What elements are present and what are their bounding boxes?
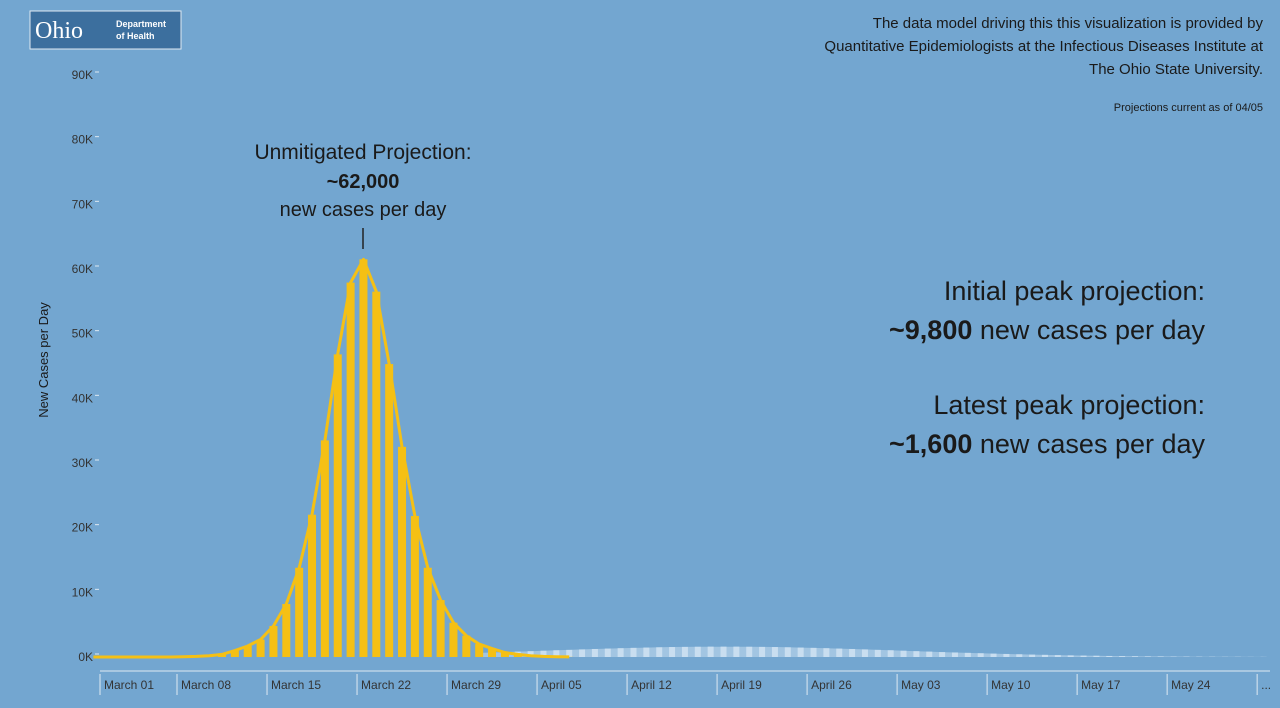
summary-line: ~1,600 new cases per day (889, 429, 1205, 459)
x-tick-label: March 15 (271, 678, 321, 692)
bar (269, 625, 278, 657)
bar (333, 354, 342, 657)
x-tick-label: ... (1261, 678, 1271, 692)
y-tick-label: 0K (78, 650, 93, 664)
line (93, 257, 570, 659)
x-tick-label: May 10 (991, 678, 1031, 692)
bar (346, 282, 355, 657)
bar (488, 648, 497, 657)
x-tick-label: April 26 (811, 678, 852, 692)
x-tick-label: April 19 (721, 678, 762, 692)
y-tick-label: 90K (72, 68, 93, 82)
x-tick-label: May 24 (1171, 678, 1211, 692)
summary-unit: new cases per day (980, 315, 1206, 345)
y-tick-label: 10K (72, 585, 93, 599)
y-axis-label: New Cases per Day (36, 302, 51, 418)
x-tick-label: March 29 (451, 678, 501, 692)
annotation: new cases per day (280, 199, 447, 221)
summary-unit: new cases per day (980, 429, 1206, 459)
y-tick-label: 60K (72, 262, 93, 276)
summary-title: Initial peak projection: (944, 276, 1205, 306)
x-tick-label: May 17 (1081, 678, 1121, 692)
x-tick-label: March 22 (361, 678, 411, 692)
annotation: Unmitigated Projection: (254, 141, 471, 164)
credit: Quantitative Epidemiologists at the Infe… (824, 38, 1263, 55)
summary-title: Latest peak projection: (933, 390, 1205, 420)
bar (243, 646, 252, 657)
bar (462, 635, 471, 657)
bar (410, 516, 419, 657)
logo-sub: Department (116, 19, 166, 29)
bar (282, 603, 291, 657)
area (479, 646, 1264, 657)
bar (423, 567, 432, 657)
y-tick-label: 70K (72, 197, 93, 211)
bar (230, 650, 239, 657)
x-tick-label: March 01 (104, 678, 154, 692)
x-tick-label: May 03 (901, 678, 941, 692)
bar (295, 567, 304, 657)
annotation: ~62,000 (327, 171, 400, 193)
summary-value: ~9,800 (889, 315, 972, 345)
y-tick-label: 30K (72, 456, 93, 470)
summary-value: ~1,600 (889, 429, 972, 459)
logo-text: Ohio (35, 18, 83, 44)
y-tick-label: 80K (72, 133, 93, 147)
y-tick-label: 50K (72, 327, 93, 341)
credit: The data model driving this this visuali… (873, 15, 1264, 32)
bar (385, 364, 394, 657)
bar (398, 446, 407, 657)
x-tick-label: April 12 (631, 678, 672, 692)
bar (372, 291, 381, 657)
logo-box (29, 10, 182, 50)
y-tick-label: 40K (72, 391, 93, 405)
bar (308, 514, 317, 657)
x-tick-label: March 08 (181, 678, 231, 692)
logo: Ohio Department of Health (29, 10, 182, 50)
y-tick-label: 20K (72, 521, 93, 535)
summary-line: ~9,800 new cases per day (889, 315, 1205, 345)
bar (500, 652, 509, 657)
x-tick-label: April 05 (541, 678, 582, 692)
bar (359, 259, 368, 657)
bar (436, 600, 445, 657)
bar (449, 622, 458, 657)
logo-sub: of Health (116, 31, 155, 41)
bar (320, 440, 329, 657)
bar (475, 644, 484, 657)
bar (256, 639, 265, 657)
credit: The Ohio State University. (1089, 61, 1263, 78)
as-of: Projections current as of 04/05 (1114, 102, 1263, 114)
